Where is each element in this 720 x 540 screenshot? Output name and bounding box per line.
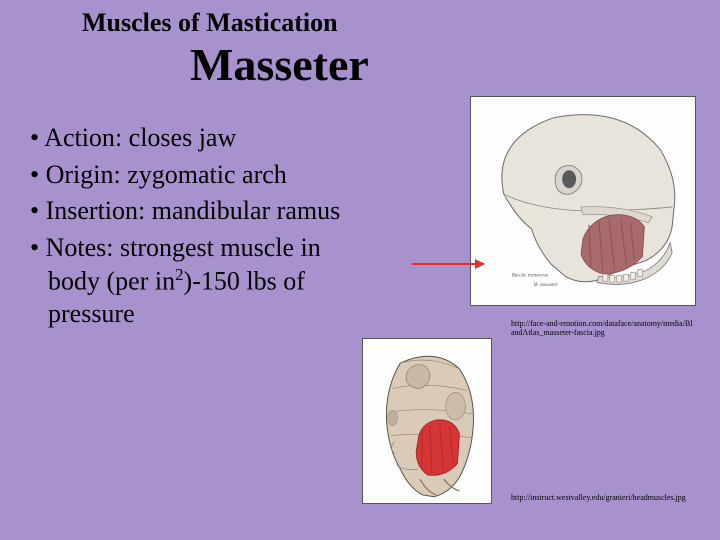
list-item: Insertion: mandibular ramus bbox=[30, 195, 360, 228]
skull-image: Buccin. transverse M. masseter bbox=[470, 96, 696, 306]
page-title: Masseter bbox=[190, 38, 369, 91]
citation-bottom: http://instruct.westvalley.edu/granieri/… bbox=[511, 494, 696, 503]
skull-illustration: Buccin. transverse M. masseter bbox=[474, 100, 692, 302]
svg-text:M. masseter: M. masseter bbox=[532, 283, 557, 288]
pointer-arrow bbox=[412, 263, 484, 265]
list-item: Notes: strongest muscle in body (per in2… bbox=[30, 232, 360, 331]
citation-top: http://face-and-emotion.com/dataface/ana… bbox=[511, 320, 696, 338]
head-illustration bbox=[365, 341, 489, 501]
head-muscles-image bbox=[362, 338, 492, 504]
list-item: Action: closes jaw bbox=[30, 122, 360, 155]
bullet-list: Action: closes jaw Origin: zygomatic arc… bbox=[30, 122, 360, 335]
list-item: Origin: zygomatic arch bbox=[30, 159, 360, 192]
svg-text:Buccin. transverse: Buccin. transverse bbox=[512, 273, 550, 278]
overline-text: Muscles of Mastication bbox=[82, 8, 338, 38]
